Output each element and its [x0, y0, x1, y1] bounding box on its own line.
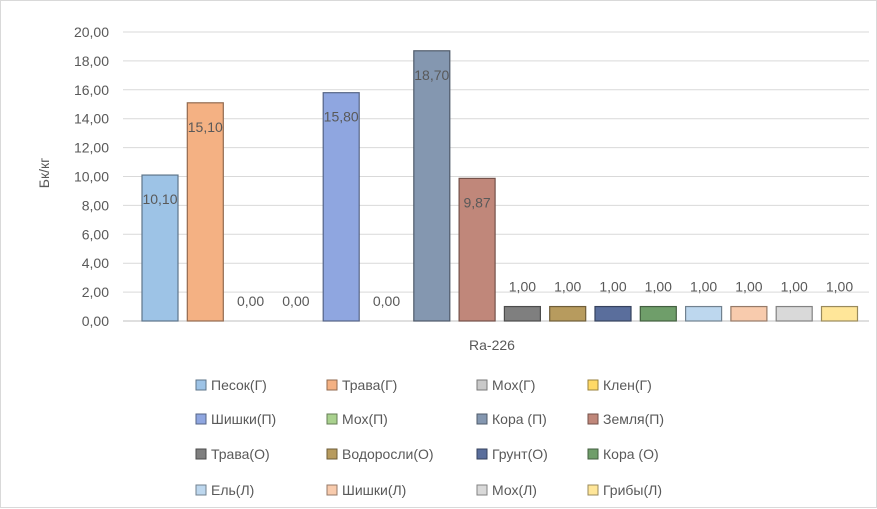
- legend-item: Шишки(Л): [326, 482, 406, 498]
- bar: [458, 177, 496, 322]
- y-tick-label: 14,00: [74, 111, 109, 127]
- legend-item: Мох(П): [326, 411, 388, 427]
- bar: [141, 174, 179, 322]
- legend-item: Водоросли(О): [326, 446, 434, 462]
- data-label: 0,00: [373, 293, 400, 309]
- legend-label: Шишки(Л): [342, 482, 406, 498]
- legend-swatch: [195, 448, 207, 460]
- data-label: 15,80: [324, 109, 359, 125]
- y-tick-label: 10,00: [74, 169, 109, 185]
- legend-item: Кора (О): [587, 446, 659, 462]
- bar: [549, 305, 587, 322]
- legend-label: Водоросли(О): [342, 446, 434, 462]
- y-tick-label: 0,00: [82, 313, 109, 329]
- data-label: 1,00: [599, 279, 626, 295]
- legend-swatch: [587, 448, 599, 460]
- y-tick-label: 16,00: [74, 82, 109, 98]
- bar: [684, 305, 723, 322]
- bar: [820, 305, 859, 322]
- bar: [322, 92, 360, 322]
- y-tick-label: 4,00: [82, 255, 109, 271]
- bar: [413, 50, 451, 322]
- bar: [186, 102, 224, 322]
- data-label: 1,00: [735, 279, 762, 295]
- data-label: 1,00: [554, 279, 581, 295]
- legend-label: Грунт(О): [492, 446, 548, 462]
- y-axis-tick-labels: 0,00 2,00 4,00 6,00 8,00 10,00 12,00 14,00 16,00…: [74, 24, 109, 329]
- bar: [594, 305, 632, 322]
- bar: [775, 305, 813, 322]
- legend-item: Трава(О): [195, 446, 270, 462]
- legend-swatch: [326, 484, 338, 496]
- legend-label: Кора (О): [603, 446, 659, 462]
- data-label: 1,00: [509, 279, 536, 295]
- legend-label: Песок(Г): [211, 377, 267, 393]
- legend-swatch: [326, 448, 338, 460]
- legend-swatch: [587, 413, 599, 425]
- legend-swatch: [476, 413, 488, 425]
- data-label: 9,87: [463, 194, 490, 210]
- legend-item: Песок(Г): [195, 377, 267, 393]
- legend-swatch: [587, 379, 599, 391]
- legend-item: Мох(Г): [476, 377, 535, 393]
- data-label: 1,00: [781, 279, 808, 295]
- data-label: 1,00: [690, 279, 717, 295]
- y-tick-label: 2,00: [82, 284, 109, 300]
- legend-label: Трава(Г): [342, 377, 397, 393]
- y-tick-label: 6,00: [82, 226, 109, 242]
- data-labels: 10,10 15,10 0,00 0,00 15,80 0,00 18,70 9,87 1,00…: [142, 67, 853, 309]
- legend-swatch: [195, 379, 207, 391]
- y-tick-label: 20,00: [74, 24, 109, 40]
- legend-item: Мох(Л): [476, 482, 537, 498]
- y-tick-label: 12,00: [74, 140, 109, 156]
- legend-swatch: [195, 413, 207, 425]
- data-label: 1,00: [645, 279, 672, 295]
- legend-item: Трава(Г): [326, 377, 397, 393]
- data-label: 10,10: [142, 191, 177, 207]
- legend-swatch: [476, 448, 488, 460]
- bar-series: [141, 50, 859, 322]
- legend-item: Ель(Л): [195, 482, 254, 498]
- legend-item: Грунт(О): [476, 446, 548, 462]
- legend-label: Кора (П): [492, 411, 547, 427]
- y-tick-label: 8,00: [82, 197, 109, 213]
- y-tick-label: 18,00: [74, 53, 109, 69]
- x-category-label: Ra-226: [469, 337, 515, 353]
- bar: [639, 305, 677, 322]
- legend-swatch: [587, 484, 599, 496]
- legend-item: Шишки(П): [195, 411, 276, 427]
- y-axis-title: Бк/кг: [36, 158, 52, 188]
- data-label: 0,00: [237, 293, 264, 309]
- legend-label: Мох(Л): [492, 482, 537, 498]
- legend-label: Шишки(П): [211, 411, 276, 427]
- legend-item: Земля(П): [587, 411, 664, 427]
- data-label: 18,70: [414, 67, 449, 83]
- legend-item: Грибы(Л): [587, 482, 662, 498]
- legend-label: Мох(П): [342, 411, 388, 427]
- legend-label: Ель(Л): [211, 482, 254, 498]
- legend-label: Клен(Г): [603, 377, 652, 393]
- legend-label: Мох(Г): [492, 377, 535, 393]
- gridlines: [123, 31, 869, 322]
- legend-swatch: [476, 484, 488, 496]
- data-label: 0,00: [282, 293, 309, 309]
- legend-item: Кора (П): [476, 411, 547, 427]
- bar: [730, 305, 768, 322]
- legend-label: Земля(П): [603, 411, 664, 427]
- legend-swatch: [326, 413, 338, 425]
- bar: [503, 305, 541, 322]
- legend-swatch: [195, 484, 207, 496]
- data-label: 1,00: [826, 279, 853, 295]
- legend-label: Трава(О): [211, 446, 270, 462]
- legend-swatch: [326, 379, 338, 391]
- legend-item: Клен(Г): [587, 377, 652, 393]
- legend-label: Грибы(Л): [603, 482, 662, 498]
- legend-swatch: [476, 379, 488, 391]
- legend: Песок(Г) Трава(Г) Мох(Г) Клен(Г) Шишки(П) Мох…: [195, 377, 664, 498]
- data-label: 15,10: [188, 119, 223, 135]
